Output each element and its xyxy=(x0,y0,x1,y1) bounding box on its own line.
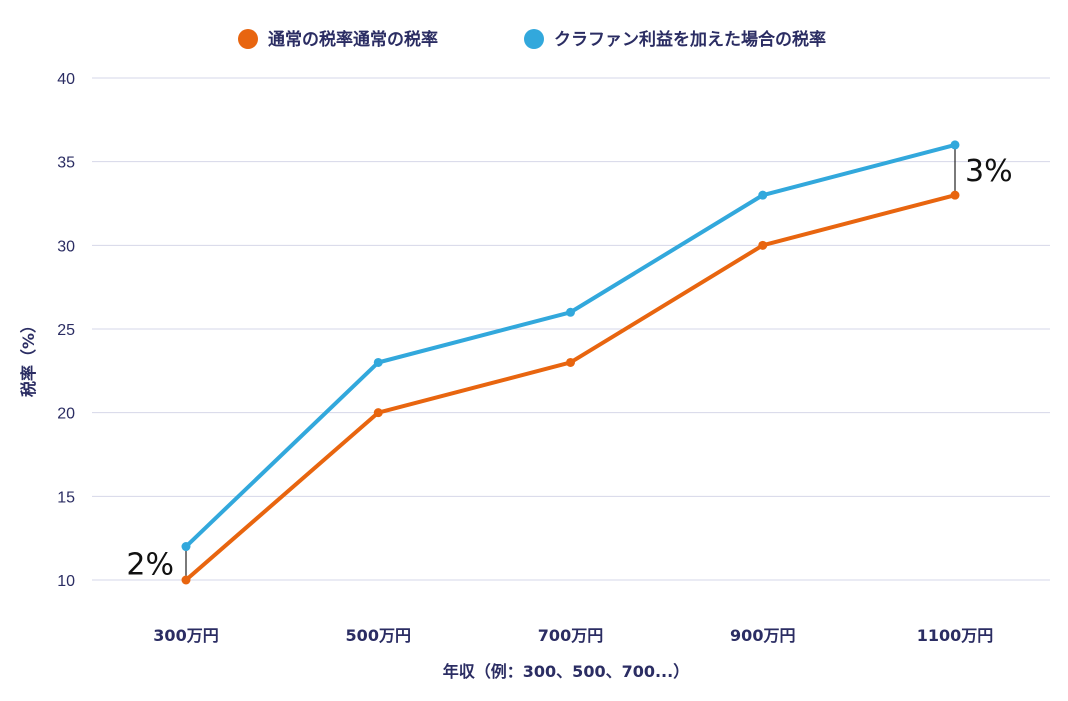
data-point xyxy=(950,140,960,150)
legend-marker xyxy=(238,29,258,49)
data-point xyxy=(566,357,575,367)
y-tick-label: 40 xyxy=(57,71,75,88)
legend-label: 通常の税率通常の税率 xyxy=(268,29,438,50)
data-point xyxy=(758,190,768,200)
y-axis-ticks: 10 15 20 25 30 35 40 xyxy=(57,71,75,590)
y-tick-label: 30 xyxy=(57,238,75,255)
x-tick-label: 1100万円 xyxy=(917,626,994,645)
difference-markers xyxy=(185,144,956,580)
y-tick-label: 20 xyxy=(57,406,75,423)
y-tick-label: 35 xyxy=(57,155,75,172)
annotation-label: 3% xyxy=(965,154,1013,189)
y-axis-title: 税率（%） xyxy=(19,317,38,397)
grid-lines xyxy=(92,77,1050,581)
x-axis-ticks: 300万円 500万円 700万円 900万円 1100万円 xyxy=(153,626,993,645)
data-point xyxy=(373,357,383,367)
data-point xyxy=(373,408,383,418)
x-axis-title: 年収（例：300、500、700...） xyxy=(443,662,689,681)
legend: 通常の税率通常の税率 クラファン利益を加えた場合の税率 xyxy=(238,29,826,50)
data-point xyxy=(181,542,191,552)
x-tick-label: 900万円 xyxy=(730,626,795,645)
legend-marker xyxy=(524,29,544,49)
series-lines xyxy=(181,140,960,585)
y-tick-label: 25 xyxy=(57,322,75,339)
x-tick-label: 700万円 xyxy=(538,626,603,645)
data-point xyxy=(758,240,768,250)
series-line xyxy=(184,142,957,549)
y-tick-label: 15 xyxy=(57,489,75,506)
legend-label: クラファン利益を加えた場合の税率 xyxy=(554,29,826,50)
y-tick-label: 10 xyxy=(57,573,75,590)
data-point xyxy=(950,190,960,200)
x-tick-label: 500万円 xyxy=(346,626,411,645)
x-tick-label: 300万円 xyxy=(153,626,218,645)
series-line xyxy=(184,193,957,582)
annotation-label: 2% xyxy=(126,547,174,582)
data-point xyxy=(181,575,191,585)
data-point xyxy=(566,307,575,317)
annotations: 2% 3% xyxy=(126,154,1012,582)
